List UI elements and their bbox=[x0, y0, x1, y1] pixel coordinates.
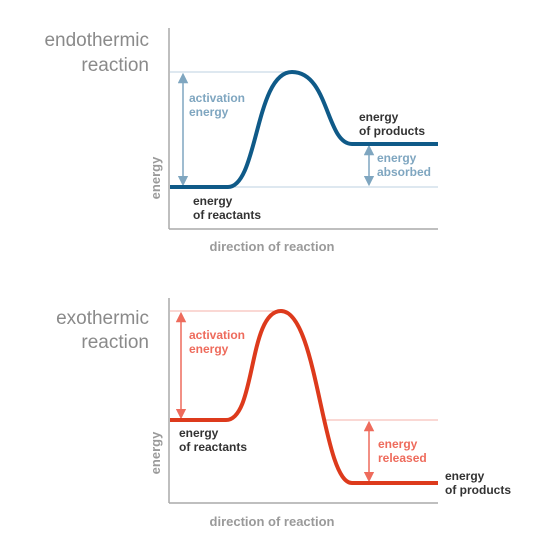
exo-products-label-line2: of products bbox=[445, 483, 511, 497]
endo-reactants-label-line1: energy bbox=[193, 194, 233, 208]
endo-activation-label-line1: activation bbox=[189, 91, 245, 105]
endo-delta-label-line2: absorbed bbox=[377, 165, 431, 179]
exo-energy-curve bbox=[170, 308, 438, 485]
exo-products-label-line1: energy bbox=[445, 469, 485, 483]
exo-x-axis-label: direction of reaction bbox=[210, 514, 335, 529]
endo-title-line2: reaction bbox=[81, 55, 149, 76]
endo-x-axis-label: direction of reaction bbox=[210, 239, 335, 254]
endo-y-axis-label: energy bbox=[148, 156, 163, 199]
endo-activation-label-line2: energy bbox=[189, 105, 229, 119]
exothermic-diagram: exothermic reaction energy direction of … bbox=[56, 298, 511, 529]
endo-products-label-line2: of products bbox=[359, 124, 425, 138]
endothermic-diagram: endothermic reaction energy direction of… bbox=[44, 28, 438, 254]
endo-products-label-line1: energy bbox=[359, 110, 399, 124]
exo-reactants-label-line1: energy bbox=[179, 426, 219, 440]
endo-title-line1: endothermic bbox=[44, 30, 149, 51]
exo-y-axis-label: energy bbox=[148, 431, 163, 474]
exo-activation-label-line2: energy bbox=[189, 342, 229, 356]
exo-delta-label-line1: energy bbox=[378, 437, 418, 451]
exo-delta-label-line2: released bbox=[378, 451, 427, 465]
endo-delta-label-line1: energy bbox=[377, 151, 417, 165]
exo-activation-label-line1: activation bbox=[189, 328, 245, 342]
exo-reactants-label-line2: of reactants bbox=[179, 440, 247, 454]
exo-title-line1: exothermic bbox=[56, 308, 149, 329]
exo-title-line2: reaction bbox=[81, 332, 149, 353]
endo-reactants-label-line2: of reactants bbox=[193, 208, 261, 222]
endo-energy-curve bbox=[170, 69, 438, 189]
